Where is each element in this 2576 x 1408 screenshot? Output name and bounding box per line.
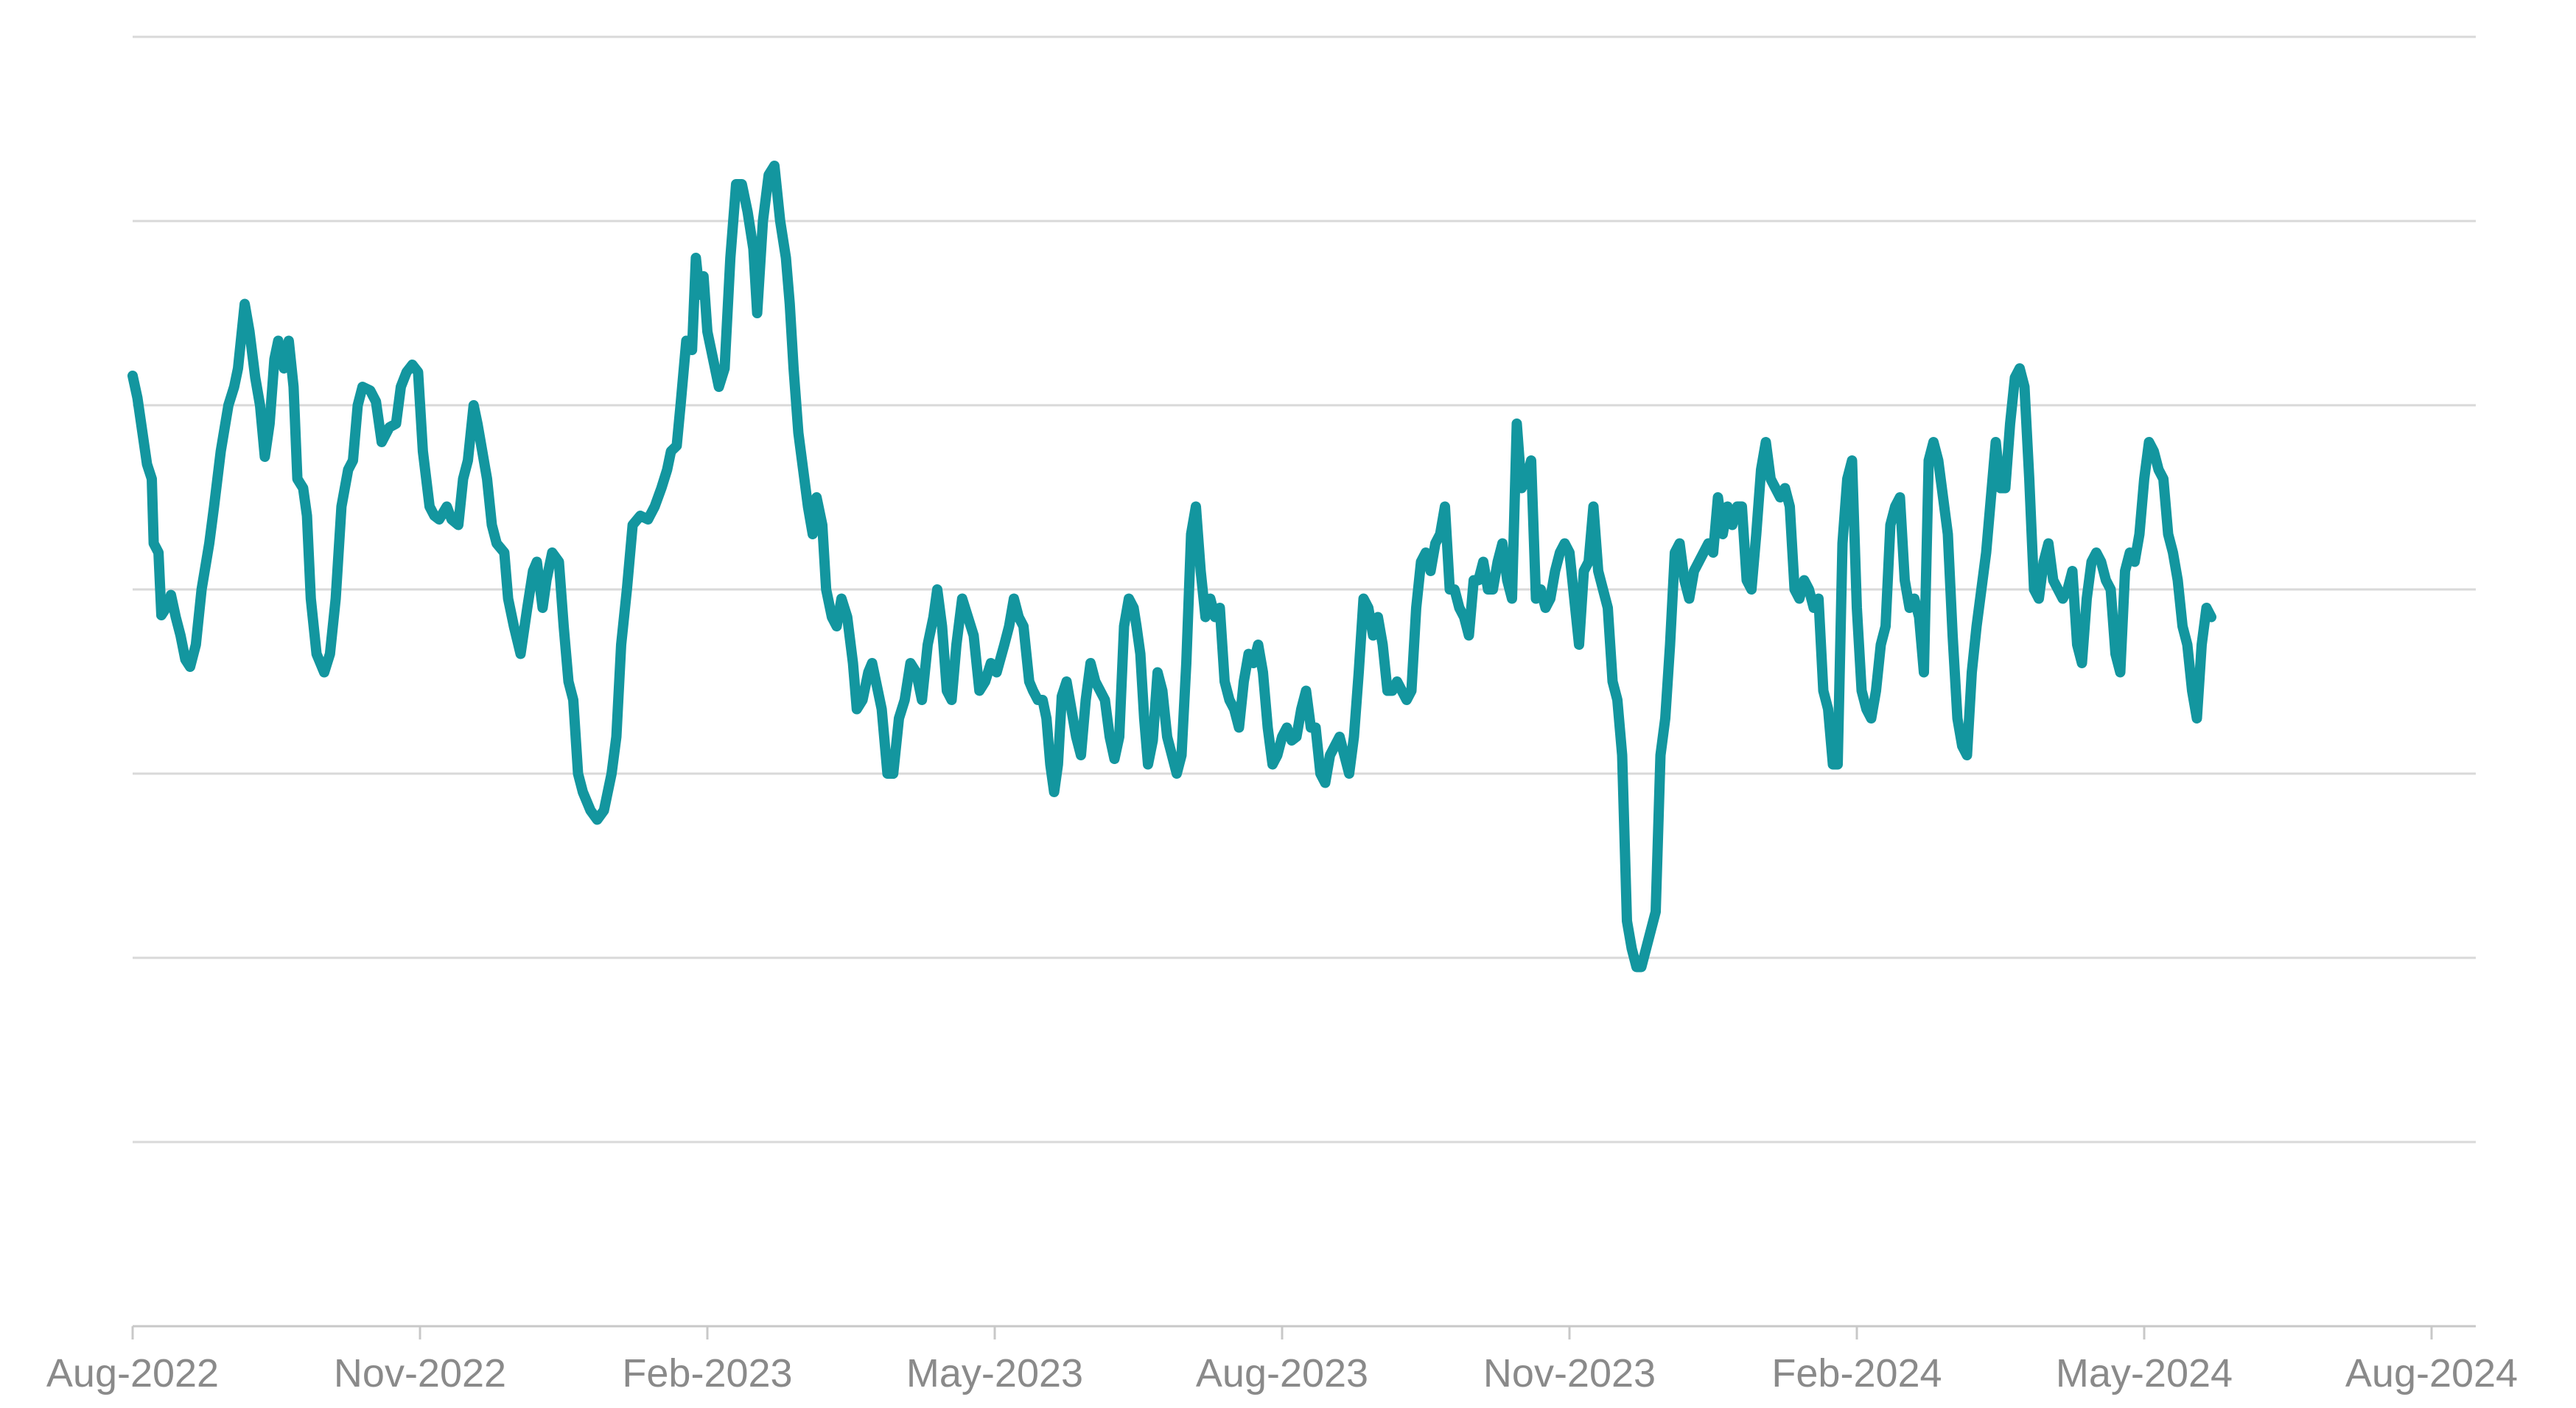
- x-tick-label-1: Nov-2022: [334, 1351, 506, 1395]
- x-tick-labels: Aug-2022 Nov-2022 Feb-2023 May-2023 Aug-2023…: [46, 1351, 2518, 1395]
- x-tick-label-3: May-2023: [906, 1351, 1083, 1395]
- gridlines: [133, 35, 2476, 1143]
- x-tick-label-4: Aug-2023: [1196, 1351, 1368, 1395]
- x-tick-label-2: Feb-2023: [622, 1351, 792, 1395]
- x-tick-label-6: Feb-2024: [1771, 1351, 1942, 1395]
- x-tick-label-5: Nov-2023: [1483, 1351, 1656, 1395]
- series-line-0: [127, 161, 2216, 973]
- x-tick-label-0: Aug-2022: [46, 1351, 219, 1395]
- x-axis: [131, 1325, 2476, 1339]
- x-tick-label-7: May-2024: [2056, 1351, 2233, 1395]
- x-tick-label-8: Aug-2024: [2345, 1351, 2518, 1395]
- series-layer: [127, 161, 2216, 973]
